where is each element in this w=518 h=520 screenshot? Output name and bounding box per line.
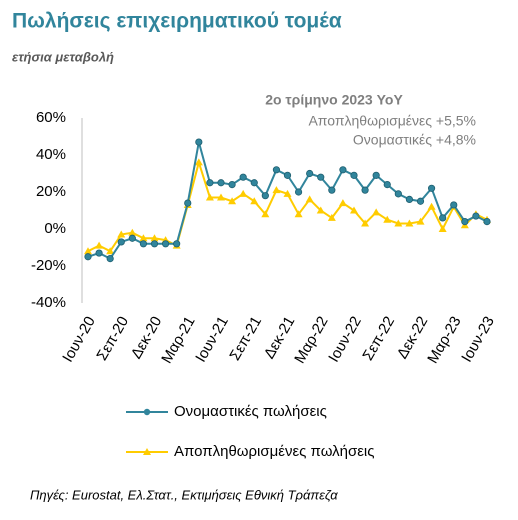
data-point: [372, 208, 381, 216]
data-point: [84, 247, 92, 255]
data-point: [95, 249, 103, 257]
x-tick-label: Ιουν-22: [325, 313, 365, 365]
data-point: [272, 186, 281, 194]
y-tick-label: -20%: [31, 257, 66, 274]
data-point: [195, 138, 203, 146]
chart-subtitle: ετήσια μεταβολή: [12, 49, 114, 64]
data-point: [338, 199, 347, 207]
data-point: [483, 218, 491, 226]
data-point: [306, 169, 314, 178]
series-line: [87, 141, 488, 260]
x-tick-label: Σεπ-20: [93, 313, 132, 363]
data-point: [405, 195, 414, 203]
data-point: [405, 219, 414, 227]
data-point: [117, 238, 125, 246]
data-point: [361, 219, 370, 227]
x-tick-label: Σεπ-21: [226, 313, 265, 363]
data-point: [217, 193, 225, 201]
data-point: [217, 179, 225, 187]
data-point: [450, 201, 458, 209]
data-point: [228, 197, 237, 205]
data-point: [250, 197, 259, 205]
data-point: [117, 230, 126, 238]
data-point: [272, 166, 281, 174]
data-point: [205, 193, 214, 201]
legend-label: Αποπληθωρισμένες πωλήσεις: [174, 443, 374, 460]
chart-title: Πωλήσεις επιχειρηματικού τομέα: [12, 10, 342, 33]
data-point: [416, 217, 425, 225]
data-point: [150, 234, 159, 242]
data-point: [261, 210, 270, 218]
data-point: [228, 181, 236, 189]
data-point: [427, 202, 436, 210]
y-tick-label: 20%: [36, 183, 66, 200]
legend-marker: [143, 448, 151, 455]
source: Πηγές: Eurostat, Ελ.Στατ., Εκτιμήσεις Εθ…: [30, 487, 338, 502]
data-point: [383, 181, 391, 189]
data-point: [472, 212, 480, 220]
data-point: [206, 179, 214, 187]
data-point: [294, 188, 303, 196]
annotation: Ονομαστικές +4,8%: [353, 132, 476, 148]
data-point: [383, 215, 392, 223]
y-tick-label: 40%: [36, 146, 66, 163]
data-point: [339, 166, 347, 174]
legend-label: Ονομαστικές πωλήσεις: [174, 403, 327, 420]
data-point: [106, 247, 115, 255]
data-point: [427, 184, 436, 192]
data-point: [372, 171, 380, 179]
data-point: [328, 186, 336, 194]
data-point: [316, 206, 325, 214]
y-tick-label: 60%: [36, 109, 66, 126]
data-point: [283, 171, 292, 179]
data-point: [239, 189, 248, 197]
data-point: [150, 240, 159, 248]
x-tick-label: Ιουν-21: [192, 313, 232, 365]
data-point: [305, 195, 314, 203]
data-point: [184, 199, 192, 207]
data-point: [106, 255, 114, 263]
data-point: [317, 173, 325, 181]
y-tick-label: 0%: [44, 220, 66, 237]
data-point: [294, 210, 303, 218]
data-point: [350, 206, 358, 214]
data-point: [95, 241, 104, 249]
annotation: 2ο τρίμηνο 2023 YoY: [265, 92, 403, 108]
data-point: [461, 218, 469, 226]
data-point: [139, 240, 148, 248]
data-point: [128, 234, 136, 242]
data-point: [394, 190, 402, 198]
x-tick-label: Ιουν-20: [59, 313, 99, 365]
legend-marker: [143, 408, 151, 416]
data-point: [416, 197, 425, 205]
data-point: [361, 186, 369, 194]
data-point: [173, 240, 181, 248]
data-point: [438, 225, 447, 232]
data-point: [194, 158, 203, 166]
x-tick-label: Σεπ-22: [359, 313, 398, 363]
x-tick-label: Ιουν-23: [458, 313, 498, 365]
data-point: [327, 213, 336, 221]
data-point: [161, 240, 170, 248]
data-point: [261, 192, 269, 200]
data-point: [250, 179, 258, 187]
y-tick-label: -40%: [31, 294, 66, 311]
data-point: [84, 253, 92, 261]
data-point: [283, 189, 292, 197]
data-point: [439, 214, 447, 222]
data-point: [350, 171, 358, 179]
data-point: [239, 173, 247, 181]
annotation: Αποπληθωρισμένες +5,5%: [308, 113, 476, 129]
data-point: [128, 228, 137, 236]
data-point: [394, 219, 403, 227]
data-point: [139, 234, 148, 242]
